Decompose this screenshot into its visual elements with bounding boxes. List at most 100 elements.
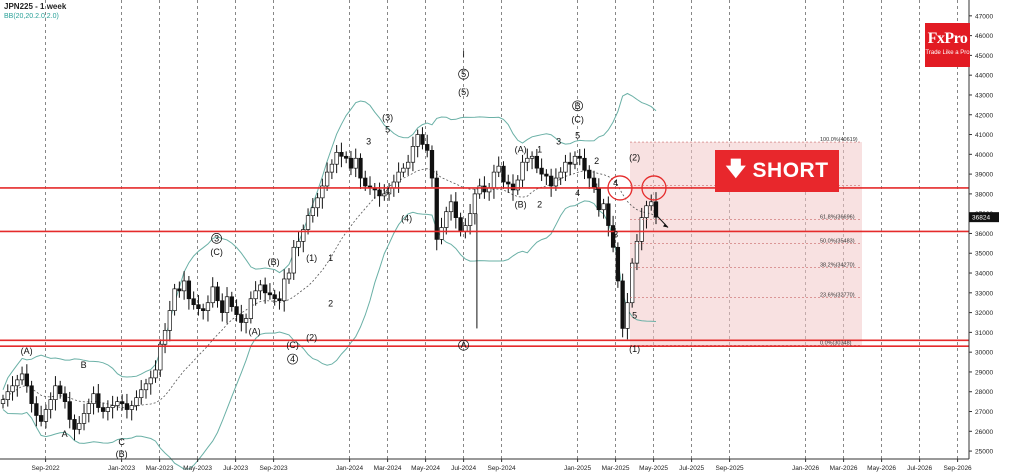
reversal-circle	[641, 175, 667, 201]
x-tick-label: Jul-2026	[907, 465, 932, 472]
y-tick-label: 47000	[975, 13, 993, 20]
wave-circle	[211, 233, 222, 244]
candle-body	[258, 284, 263, 292]
wave-label: 1	[537, 144, 542, 154]
candle-body	[644, 205, 649, 218]
candle-body	[544, 173, 549, 177]
candle-body	[0, 399, 6, 404]
wave-label: 3	[214, 233, 219, 243]
candle-body	[639, 217, 644, 242]
candle-body	[277, 298, 282, 302]
candle-body	[282, 278, 287, 302]
candle-body	[243, 318, 249, 323]
candle-body	[315, 197, 320, 209]
y-tick-label: 42000	[975, 112, 993, 119]
wave-label: 4	[613, 178, 618, 188]
x-tick-label: Sep-2024	[487, 465, 516, 472]
x-tick-label: Mar-2024	[374, 465, 402, 472]
fib-label: 100.0%(40619)	[820, 137, 858, 143]
candle-body	[548, 175, 554, 187]
candle-body	[615, 246, 621, 282]
candle-body	[515, 179, 520, 191]
candle-body	[310, 207, 315, 217]
y-tick-label: 26000	[975, 429, 993, 436]
wave-label: I	[462, 49, 465, 59]
candle-body	[334, 151, 339, 165]
candle-body	[568, 161, 573, 165]
candle-body	[529, 155, 535, 159]
wave-label: A	[62, 429, 68, 439]
wave-circle	[458, 339, 469, 351]
candle-body	[253, 290, 258, 300]
candle-body	[34, 403, 39, 416]
x-tick-label: Sep-2025	[715, 465, 744, 472]
candle-body	[539, 167, 544, 175]
wave-label: B	[575, 101, 581, 111]
candle-body	[630, 262, 635, 304]
wave-circle	[458, 68, 469, 80]
signal-label: SHORT	[752, 159, 829, 182]
candle-body	[553, 177, 559, 187]
candle-body	[196, 304, 201, 309]
candle-body	[220, 300, 225, 313]
bollinger-bands	[2, 92, 657, 470]
y-tick-label: 46000	[975, 33, 993, 40]
wave-circle	[572, 100, 583, 112]
y-tick-label: 41000	[975, 132, 993, 139]
wave-label: (2)	[629, 152, 640, 162]
candle-body	[120, 401, 125, 404]
candle-body	[348, 157, 354, 169]
candle-body	[177, 288, 182, 292]
wave-label: C	[118, 437, 125, 447]
candle-body	[649, 201, 654, 207]
wave-label: (2)	[306, 332, 317, 342]
x-tick-label: Jan-2024	[336, 465, 363, 472]
candle-body	[625, 302, 630, 329]
candle-body	[301, 229, 306, 242]
x-tick-label: Jul-2025	[679, 465, 704, 472]
candle-body	[467, 213, 473, 226]
wave-label: (C)	[286, 340, 299, 350]
candle-body	[115, 401, 120, 406]
candle-body	[577, 155, 582, 159]
candle-body	[143, 383, 149, 391]
candle-body	[19, 373, 25, 381]
candle-body	[448, 201, 454, 213]
wave-label: (A)	[21, 346, 33, 356]
wave-label: (4)	[401, 214, 412, 224]
candle-body	[86, 403, 91, 414]
current-price-box	[969, 212, 999, 223]
candle-body	[377, 189, 382, 197]
candle-body	[482, 185, 487, 193]
wave-label: 1	[328, 253, 333, 263]
candle-body	[124, 403, 130, 410]
candle-body	[496, 165, 501, 173]
candle-body	[634, 241, 640, 264]
candle-body	[410, 146, 416, 163]
candle-body	[24, 373, 29, 387]
wave-label: 2	[537, 200, 542, 210]
fib-label: 50.0%(35483)	[820, 239, 855, 245]
candle-body	[525, 157, 530, 163]
y-tick-label: 29000	[975, 369, 993, 376]
candle-body	[358, 157, 363, 179]
candle-body	[587, 169, 592, 179]
x-tick-label: Sep-2022	[31, 465, 60, 472]
candle-body	[353, 157, 358, 169]
candle-body	[48, 399, 53, 410]
x-tick-label: Mar-2025	[602, 465, 630, 472]
candle-body	[29, 385, 34, 404]
candle-body	[134, 397, 139, 406]
candle-body	[172, 288, 177, 311]
y-tick-label: 44000	[975, 73, 993, 80]
y-tick-label: 33000	[975, 290, 993, 297]
y-tick-label: 38000	[975, 191, 993, 198]
bb-upper	[2, 92, 657, 390]
candle-body	[234, 306, 239, 315]
logo-tagline: Trade Like a Pro	[925, 50, 970, 56]
candle-body	[158, 343, 163, 371]
candle-body	[62, 393, 68, 402]
candles	[0, 127, 659, 441]
wave-label: A	[461, 340, 467, 350]
